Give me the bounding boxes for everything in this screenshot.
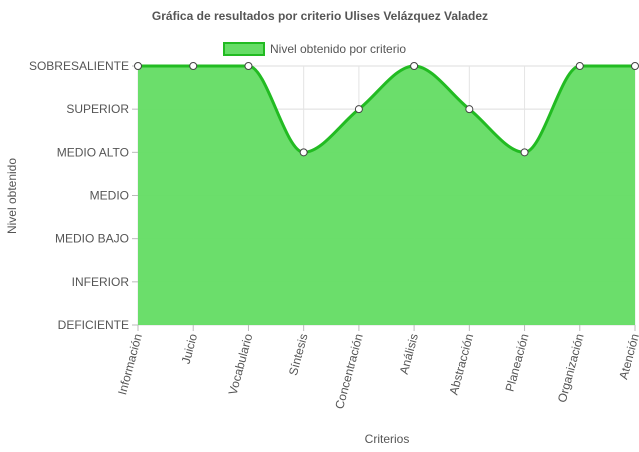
chart-title: Gráfica de resultados por criterio Ulise… <box>152 9 488 23</box>
y-axis-label: Nivel obtenido <box>5 158 19 234</box>
y-tick-label: MEDIO <box>90 189 129 203</box>
x-tick-label: Juicio <box>179 332 201 366</box>
y-axis-ticks: DEFICIENTE INFERIOR MEDIO BAJO MEDIO MEDIO A… <box>29 59 138 332</box>
x-axis-label: Criterios <box>365 432 410 446</box>
area-layer <box>138 64 635 325</box>
data-point[interactable] <box>575 62 584 70</box>
data-point[interactable] <box>299 148 308 157</box>
y-tick-label: MEDIO ALTO <box>57 145 129 159</box>
data-point[interactable] <box>465 105 474 114</box>
x-tick-label: Abstracción <box>446 332 476 396</box>
legend-label[interactable]: Nivel obtenido por criterio <box>270 42 406 56</box>
series-line <box>138 64 635 154</box>
x-tick-label: Planeación <box>503 332 532 393</box>
y-tick-label: DEFICIENTE <box>58 318 129 332</box>
data-point[interactable] <box>134 62 142 70</box>
data-point[interactable] <box>410 62 419 70</box>
data-points <box>134 62 639 157</box>
data-point[interactable] <box>189 62 198 70</box>
data-point[interactable] <box>244 62 253 70</box>
data-point[interactable] <box>631 62 639 70</box>
y-tick-label: MEDIO BAJO <box>55 232 129 246</box>
x-tick-label: Concentración <box>332 332 366 410</box>
x-tick-label: Información <box>115 332 145 396</box>
x-tick-label: Atención <box>616 332 639 381</box>
y-tick-label: INFERIOR <box>72 275 130 289</box>
x-tick-label: Organización <box>555 332 587 404</box>
legend-swatch[interactable] <box>223 42 265 56</box>
x-tick-label: Síntesis <box>286 332 311 377</box>
y-tick-label: SOBRESALIENTE <box>29 59 129 73</box>
legend[interactable]: Nivel obtenido por criterio <box>223 42 406 56</box>
x-axis-ticks: Información Juicio Vocabulario Síntesis Conc… <box>115 325 639 411</box>
series-area <box>138 66 635 325</box>
data-point[interactable] <box>520 148 529 157</box>
y-tick-label: SUPERIOR <box>66 102 129 116</box>
x-tick-label: Análisis <box>397 332 421 376</box>
x-tick-label: Vocabulario <box>226 332 256 397</box>
data-point[interactable] <box>354 105 363 114</box>
